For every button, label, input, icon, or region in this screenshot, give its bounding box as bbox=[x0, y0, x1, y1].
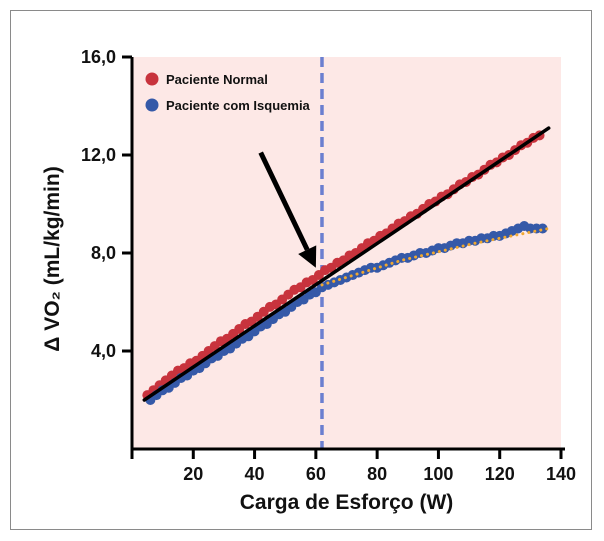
arrow-head bbox=[298, 245, 317, 268]
x-tick-label: 20 bbox=[183, 464, 203, 484]
legend-marker bbox=[145, 98, 159, 112]
y-tick-label: 12,0 bbox=[81, 145, 116, 165]
arrow-shaft bbox=[258, 151, 310, 251]
x-tick-label: 80 bbox=[367, 464, 387, 484]
x-tick-label: 100 bbox=[423, 464, 453, 484]
x-tick-label: 40 bbox=[245, 464, 265, 484]
x-tick-label: 120 bbox=[485, 464, 515, 484]
legend-label: Paciente com Isquemia bbox=[166, 98, 311, 113]
y-tick-label: 4,0 bbox=[91, 341, 116, 361]
legend-label: Paciente Normal bbox=[166, 72, 268, 87]
x-tick-label: 140 bbox=[546, 464, 576, 484]
y-tick-label: 16,0 bbox=[81, 47, 116, 67]
vo2-chart: 20 40 60 80 100 120 140 4,0 8,0 12,0 16,0 Paciente… bbox=[41, 47, 576, 514]
x-tick-label: 60 bbox=[306, 464, 326, 484]
trend-line-ischemia bbox=[320, 227, 551, 287]
figure-frame: 20 40 60 80 100 120 140 4,0 8,0 12,0 16,0 Paciente… bbox=[10, 10, 592, 530]
y-axis-title: Δ VO₂ (mL/kg/min) bbox=[41, 166, 64, 351]
legend-marker bbox=[145, 72, 159, 86]
trend-line-normal bbox=[142, 126, 551, 402]
y-tick-label: 8,0 bbox=[91, 243, 116, 263]
x-axis-title: Carga de Esforço (W) bbox=[240, 491, 454, 514]
